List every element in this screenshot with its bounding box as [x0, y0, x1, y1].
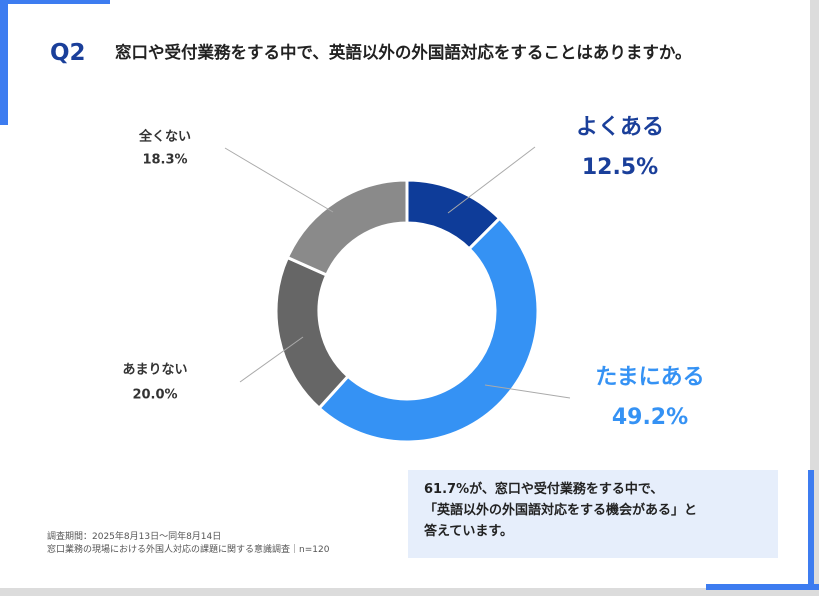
footnote: 調査期間：2025年8月13日〜同年8月14日: [47, 532, 222, 542]
footnote: 窓口業務の現場における外国人対応の課題に関する意識調査｜n=120: [47, 545, 330, 555]
donut-slice: [317, 216, 540, 444]
accent-bar: [706, 584, 819, 590]
value-label: 49.2%: [612, 405, 688, 430]
value-label: 20.0%: [132, 388, 177, 403]
leader-line: [484, 384, 571, 399]
callout-line: 答えています。: [424, 524, 514, 539]
accent-bar: [0, 0, 8, 125]
category-label: たまにある: [595, 365, 704, 390]
leader-line: [224, 147, 334, 213]
value-label: 12.5%: [582, 155, 658, 180]
category-label: 全くない: [138, 129, 191, 145]
donut-slice: [274, 255, 351, 411]
donut-slice: [285, 178, 409, 278]
callout-line: 61.7%が、窓口や受付業務をする中で、: [424, 482, 664, 497]
question-number: Q2: [50, 40, 86, 66]
title: 窓口や受付業務をする中で、英語以外の外国語対応をすることはありますか。: [115, 43, 692, 62]
category-label: あまりない: [122, 363, 187, 378]
category-label: よくある: [576, 115, 664, 140]
callout: 61.7%が、窓口や受付業務をする中で、「英語以外の外国語対応をする機会がある」…: [408, 470, 778, 558]
accent-bar: [808, 470, 814, 590]
footnotes: 調査期間：2025年8月13日〜同年8月14日窓口業務の現場における外国人対応の…: [47, 531, 329, 557]
value-label: 18.3%: [142, 153, 187, 168]
leader-line: [447, 146, 536, 214]
leader-line: [239, 336, 304, 383]
callout-line: 「英語以外の外国語対応をする機会がある」と: [424, 503, 698, 518]
accent-bar: [0, 0, 110, 4]
